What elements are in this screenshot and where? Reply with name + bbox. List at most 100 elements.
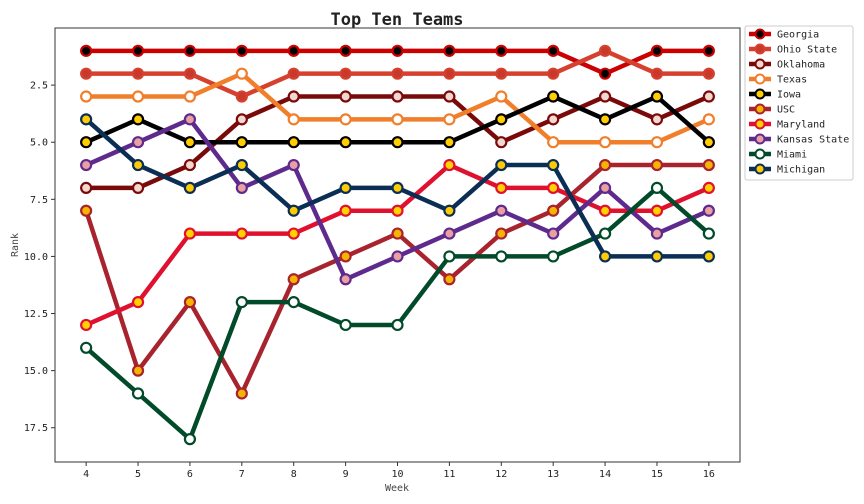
y-tick-label: 15.0 xyxy=(24,366,48,377)
data-point-georgia xyxy=(702,44,715,57)
data-point-kansas-state xyxy=(495,204,508,217)
data-point-iowa xyxy=(235,136,248,149)
legend-box xyxy=(744,25,854,181)
data-point-usc xyxy=(391,227,404,240)
data-point-usc xyxy=(702,158,715,172)
data-point-maryland xyxy=(183,227,197,240)
data-point-maryland xyxy=(287,227,300,240)
data-point-maryland xyxy=(650,204,664,217)
series-oklahoma xyxy=(80,90,715,194)
legend-item-georgia: Georgia xyxy=(749,28,819,41)
data-point-usc xyxy=(131,364,145,377)
data-point-usc xyxy=(650,158,664,172)
data-point-oklahoma xyxy=(183,158,197,172)
data-point-michigan xyxy=(598,250,612,263)
data-point-maryland xyxy=(339,204,352,217)
legend-swatch-marker xyxy=(754,103,766,115)
y-tick-label: 12.5 xyxy=(24,309,48,320)
data-point-kansas-state xyxy=(183,113,197,126)
data-point-georgia xyxy=(495,44,508,57)
x-axis-label: Week xyxy=(385,483,409,494)
data-point-usc xyxy=(443,273,456,286)
data-point-michigan xyxy=(547,158,560,172)
data-point-michigan xyxy=(391,181,404,194)
data-point-ohio-state xyxy=(391,67,404,80)
data-point-texas xyxy=(391,113,404,126)
data-point-michigan xyxy=(131,158,145,172)
legend-label: Iowa xyxy=(777,90,801,101)
data-point-usc xyxy=(80,204,93,217)
data-point-michigan xyxy=(443,204,456,217)
data-point-michigan xyxy=(80,113,93,126)
data-point-texas xyxy=(495,90,508,103)
legend-item-texas: Texas xyxy=(749,73,807,86)
data-point-iowa xyxy=(80,136,93,149)
data-point-ohio-state xyxy=(339,67,352,80)
legend-label: USC xyxy=(777,105,795,116)
data-point-oklahoma xyxy=(547,113,560,126)
x-tick-label: 11 xyxy=(443,469,455,480)
series-layer xyxy=(80,44,715,446)
data-point-michigan xyxy=(495,158,508,172)
legend-label: Oklahoma xyxy=(777,60,825,71)
data-point-oklahoma xyxy=(702,90,715,103)
data-point-iowa xyxy=(287,136,300,149)
legend-label: Kansas State xyxy=(777,135,849,146)
data-point-georgia xyxy=(598,67,612,80)
data-point-maryland xyxy=(547,181,560,194)
data-point-kansas-state xyxy=(547,227,560,240)
data-point-iowa xyxy=(391,136,404,149)
data-point-miami xyxy=(339,318,352,332)
x-tick-label: 6 xyxy=(187,469,193,480)
data-point-kansas-state xyxy=(650,227,664,240)
data-point-miami xyxy=(443,250,456,263)
data-point-iowa xyxy=(495,113,508,126)
x-tick-label: 13 xyxy=(547,469,559,480)
data-point-oklahoma xyxy=(131,181,145,194)
legend-item-maryland: Maryland xyxy=(749,118,825,131)
data-point-maryland xyxy=(443,158,456,172)
legend-item-oklahoma: Oklahoma xyxy=(749,58,825,71)
data-point-georgia xyxy=(443,44,456,57)
x-axis: 4 5 6 7 8 9 10 11 12 13 14 15 16 xyxy=(83,462,715,480)
y-axis-label: Rank xyxy=(10,233,21,257)
series-georgia xyxy=(80,44,715,80)
data-point-texas xyxy=(650,136,664,149)
data-point-usc xyxy=(495,227,508,240)
legend-swatch-marker xyxy=(754,163,766,175)
data-point-iowa xyxy=(183,136,197,149)
data-point-ohio-state xyxy=(235,90,248,103)
data-point-georgia xyxy=(235,44,248,57)
data-point-oklahoma xyxy=(391,90,404,103)
legend-swatch-marker xyxy=(754,118,766,130)
y-tick-label: 17.5 xyxy=(24,423,48,434)
data-point-miami xyxy=(287,296,300,309)
x-tick-label: 16 xyxy=(703,469,715,480)
data-point-georgia xyxy=(183,44,197,57)
data-point-kansas-state xyxy=(339,273,352,286)
data-point-michigan xyxy=(650,250,664,263)
data-point-kansas-state xyxy=(80,158,93,172)
data-point-iowa xyxy=(702,136,715,149)
legend-label: Texas xyxy=(777,75,807,86)
data-point-georgia xyxy=(547,44,560,57)
data-point-miami xyxy=(547,250,560,263)
data-point-oklahoma xyxy=(287,90,300,103)
data-point-ohio-state xyxy=(650,67,664,80)
data-point-texas xyxy=(183,90,197,103)
data-point-usc xyxy=(339,250,352,263)
data-point-maryland xyxy=(702,181,715,194)
data-point-miami xyxy=(391,318,404,332)
data-point-miami xyxy=(598,227,612,240)
x-tick-label: 12 xyxy=(495,469,507,480)
data-point-texas xyxy=(80,90,93,103)
series-miami xyxy=(80,181,715,446)
data-point-michigan xyxy=(702,250,715,263)
data-point-iowa xyxy=(443,136,456,149)
data-point-oklahoma xyxy=(235,113,248,126)
x-tick-label: 14 xyxy=(599,469,611,480)
data-point-usc xyxy=(287,273,300,286)
y-tick-label: 2.5 xyxy=(30,81,48,92)
data-point-miami xyxy=(235,296,248,309)
data-point-kansas-state xyxy=(235,181,248,194)
